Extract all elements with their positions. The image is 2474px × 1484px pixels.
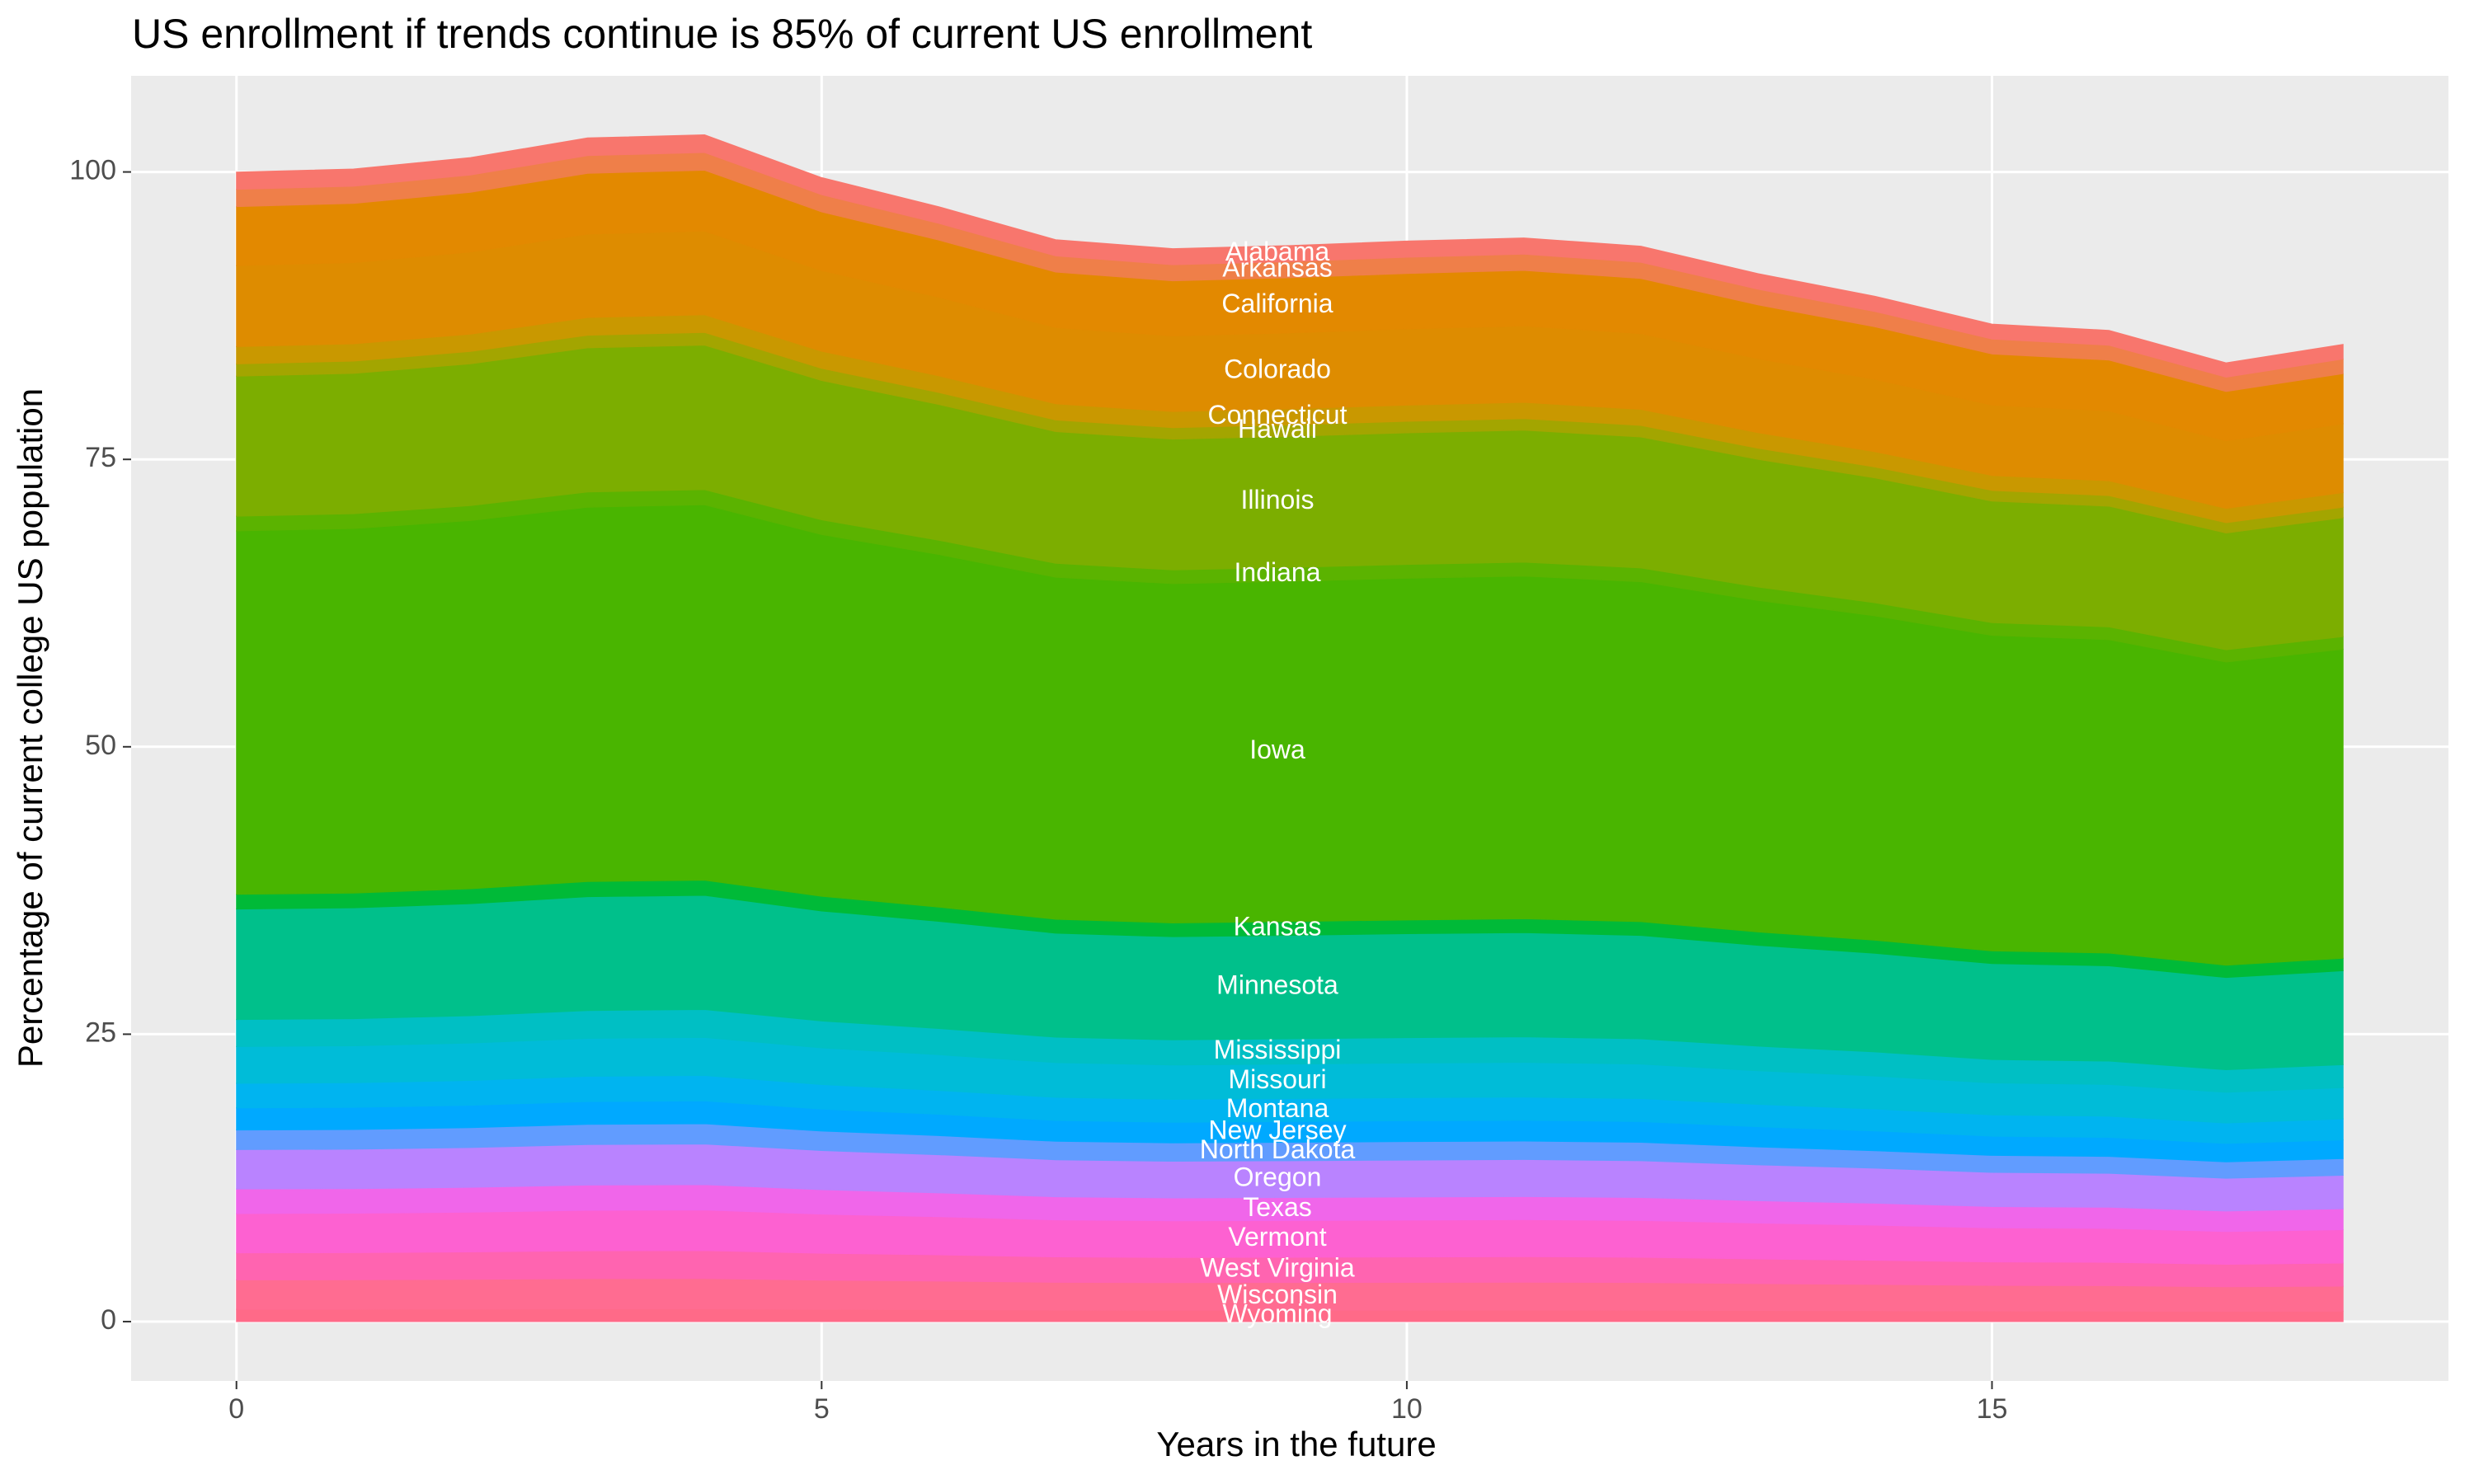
series-label: Montana (1226, 1093, 1329, 1123)
series-label: Iowa (1249, 735, 1305, 764)
series-label: Minnesota (1216, 970, 1338, 1000)
y-axis-title: Percentage of current college US populat… (11, 388, 49, 1068)
x-tick-label: 10 (1391, 1393, 1423, 1425)
series-label: Texas (1243, 1192, 1312, 1222)
series-label: Mississippi (1214, 1035, 1342, 1064)
x-tick-label: 15 (1977, 1393, 2008, 1425)
series-label: Oregon (1234, 1162, 1322, 1192)
series-label: Colorado (1224, 354, 1331, 383)
series-label: Missouri (1228, 1064, 1326, 1094)
area (236, 134, 2344, 378)
series-label: California (1221, 289, 1333, 318)
series-label: Wisconsin (1217, 1280, 1338, 1309)
y-tick-label: 0 (101, 1304, 116, 1336)
series-label: New Jersey (1208, 1115, 1346, 1144)
series-label: Indiana (1235, 557, 1321, 587)
y-tick-label: 100 (69, 155, 116, 186)
x-axis-title: Years in the future (1156, 1425, 1436, 1463)
series-label: Illinois (1241, 485, 1315, 514)
x-tick-label: 5 (814, 1393, 830, 1425)
series-label: West Virginia (1200, 1253, 1355, 1283)
series-label: Hawaii (1238, 414, 1317, 444)
series-label: North Dakota (1200, 1134, 1356, 1164)
y-tick-label: 50 (85, 730, 116, 761)
series-label: Arkansas (1222, 253, 1332, 283)
series-label: Connecticut (1208, 400, 1348, 430)
y-tick-label: 75 (85, 442, 116, 473)
series-label: Alabama (1225, 237, 1330, 266)
x-tick-label: 0 (228, 1393, 244, 1425)
y-tick-label: 25 (85, 1017, 116, 1048)
series-label: Wyoming (1222, 1299, 1332, 1329)
series-label: Kansas (1234, 912, 1322, 942)
chart-title: US enrollment if trends continue is 85% … (132, 11, 1312, 57)
series-label: Vermont (1228, 1222, 1326, 1252)
